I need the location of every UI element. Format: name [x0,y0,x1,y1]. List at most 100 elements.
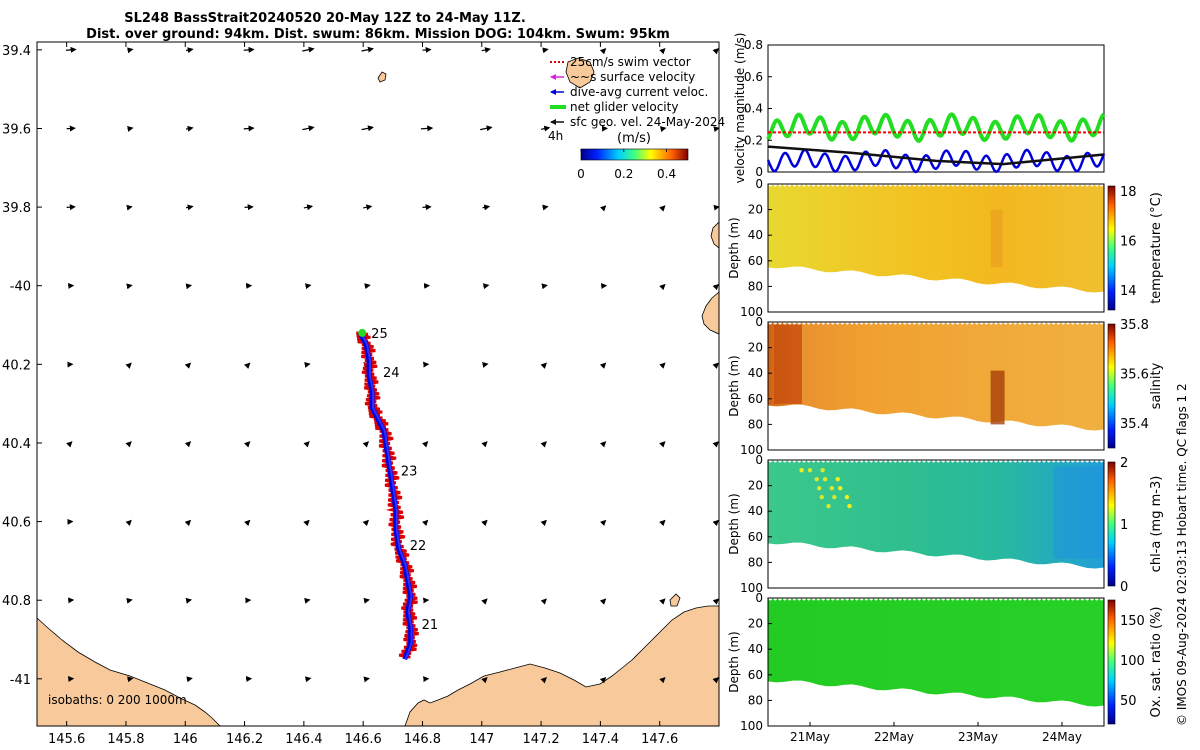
day-label: 22 [410,539,427,554]
depth-tick-label: 20 [748,479,763,493]
depth-tick-label: 100 [740,443,763,457]
sfc-velocity-arrow [659,362,666,369]
profile-frame [767,459,1105,589]
footer-credit: © IMOS 09-Aug-2024 02:03:13 Hobart time.… [1175,383,1189,726]
colorbar-tick-label: 50 [1120,694,1137,709]
depth-tick-label: 40 [748,504,763,518]
map-y-ticks: 39.4 39.6 39.8 -40 40.2 40.4 40.6 40.8 -41 [2,44,719,688]
map-x-tick-label: 147.4 [582,732,619,747]
depth-tick-label: 40 [748,642,763,656]
colorbar-tick-label: 35.6 [1120,368,1149,383]
profile-heatmap-fill [768,184,1104,293]
colorbar-label: (m/s) [617,131,651,146]
sfc-velocity-arrow [244,519,251,527]
sfc-velocity-arrow [659,676,666,684]
profile-scallop [768,322,1104,325]
sfc-velocity-arrow [599,205,607,212]
sfc-velocity-arrow [542,47,549,54]
map-x-tick-label: 146.6 [345,732,382,747]
sfc-velocity-arrow [304,597,311,604]
sfc-velocity-arrow [422,204,432,211]
sfc-velocity-arrow [127,126,134,132]
velocity-y-tick-label: 0.4 [744,102,763,116]
depth-tick-label: 40 [748,228,763,242]
colorbar-tick-label: 35.8 [1120,318,1149,333]
sfc-velocity-arrow [304,283,312,290]
velocity-y-tick-label: 0.6 [744,70,763,84]
map-x-tick-label: 146 [173,732,198,747]
legend-label: sfc geo. vel. 24-May-2024 [570,115,725,129]
sfc-velocity-arrow [540,362,547,369]
sfc-velocity-arrow [541,283,548,290]
profile-panel-temperature: 0 20 40 60 80 100 Depth (m) 14 16 18 temperature (… [727,177,1164,319]
sfc-velocity-arrow [599,48,607,55]
sfc-velocity-arrow [185,47,194,54]
sfc-velocity-arrow [243,46,255,53]
profile-scallop [768,184,1104,187]
map-y-tick-label: 40.2 [2,358,31,373]
sfc-velocity-arrow [480,125,493,132]
sfc-velocity-arrow [244,362,251,369]
sfc-velocity-arrow [659,598,666,605]
sfc-velocity-arrow [659,205,666,212]
legend-label: 25cm/s swim vector [570,55,691,69]
sfc-velocity-arrow [185,125,194,132]
sfc-velocity-arrow [422,46,432,53]
sfc-velocity-arrow [659,519,666,527]
sfc-velocity-arrow [125,519,132,527]
colorbar-tick-label: 150 [1120,614,1145,629]
depth-tick-label: 0 [755,177,763,191]
velocity-colorbar [580,148,689,161]
sfc-velocity-arrow [421,519,429,527]
legend-swatch-head [550,119,556,125]
sfc-velocity-arrow [599,519,607,527]
map-y-tick-label: 40.4 [2,437,31,452]
sfc-velocity-arrow [244,441,251,448]
sfc-velocity-arrow [303,441,310,448]
tasmania-north-coast [404,605,719,726]
title-line-2: Dist. over ground: 94km. Dist. swum: 86k… [86,27,670,42]
chl-high-point [819,494,824,500]
sfc-velocity-arrow [481,47,491,53]
sfc-velocity-arrow [66,204,76,211]
velocity-y-tick-label: 0 [755,165,763,179]
chl-high-point [835,477,840,482]
sfc-velocity-arrow [127,47,134,54]
chl-high-point [826,503,831,509]
sfc-velocity-arrow [660,126,667,133]
colorbar-tick-label: 1 [1120,518,1128,533]
current-velocity-line [766,148,1106,174]
sfc-velocity-arrow [126,204,133,211]
depth-tick-label: 40 [748,366,763,380]
depth-axis-label: Depth (m) [727,631,741,692]
colorbar-tick-label: 2 [1120,456,1128,471]
day-label: 24 [383,366,400,381]
profile-panel-salinity: 0 20 40 60 80 100 Depth (m) 35.4 35.6 35.8 salinit… [727,315,1164,457]
depth-tick-label: 20 [748,203,763,217]
island-east-1 [710,221,719,249]
sfc-velocity-arrow [361,46,374,53]
sfc-velocity-arrow [659,441,666,448]
sfc-velocity-arrow [304,676,312,683]
map-y-tick-label: 39.4 [2,44,31,59]
profile-heatmap-fill [768,460,1104,569]
chl-high-point [829,485,835,491]
colorbar-tick-label: 0.4 [657,167,676,181]
profile-colorbar [1107,185,1116,311]
profile-heatmap-fill [768,598,1104,707]
depth-tick-label: 100 [740,305,763,319]
map-x-tick-label: 145.8 [107,732,144,747]
map-y-tick-label: -40 [10,280,31,295]
time-tick-label: 22May [874,730,914,744]
time-tick-label: 21May [790,730,830,744]
sfc-velocity-arrow [304,362,311,368]
legend-label: ~~s surface velocity [570,70,695,84]
velocity-y-axis-label: velocity magnitude (m/s) [733,33,747,184]
legend-swatch-head [550,74,556,80]
chl-high-point [820,468,825,473]
sfc-velocity-arrow [66,125,76,132]
sfc-velocity-arrow [243,125,255,132]
depth-axis-label: Depth (m) [727,355,741,416]
depth-tick-label: 20 [748,341,763,355]
profile-panel-chl-a: 0 20 40 60 80 100 Depth (m) 0 1 2 chl-a (mg m-3) [727,453,1164,595]
